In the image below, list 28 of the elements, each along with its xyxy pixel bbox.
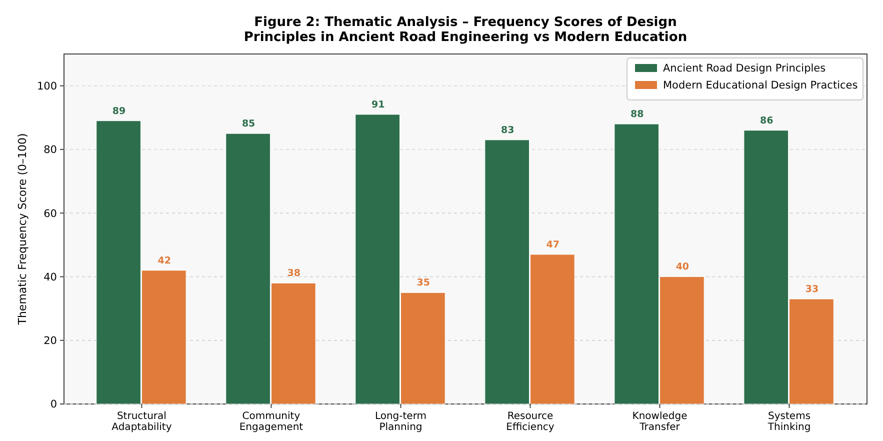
y-tick-label: 40 bbox=[44, 271, 57, 284]
data-label: 42 bbox=[158, 255, 171, 266]
x-tick-label: Structural Adaptability bbox=[112, 411, 172, 433]
x-tick-label: Resource Efficiency bbox=[506, 411, 554, 433]
y-tick-label: 20 bbox=[44, 335, 57, 348]
chart-title: Figure 2: Thematic Analysis – Frequency Scores of Design Principles in Ancient Road Engineering vs Modern Education bbox=[244, 15, 688, 45]
data-label: 40 bbox=[676, 262, 690, 273]
data-label: 88 bbox=[630, 109, 644, 120]
y-tick-label: 100 bbox=[36, 80, 57, 92]
data-label: 47 bbox=[546, 239, 560, 250]
data-label: 33 bbox=[805, 284, 819, 295]
legend-label: Ancient Road Design Principles bbox=[663, 62, 826, 75]
data-label: 86 bbox=[760, 115, 774, 126]
x-tick-label: Systems Thinking bbox=[766, 411, 811, 433]
x-tick-label: Long-term Planning bbox=[374, 411, 427, 433]
data-label: 85 bbox=[242, 118, 256, 130]
y-tick-label: 80 bbox=[44, 144, 57, 156]
legend-label: Modern Educational Design Practices bbox=[663, 80, 858, 92]
data-label: 89 bbox=[112, 106, 126, 117]
y-tick-label: 0 bbox=[50, 398, 57, 411]
data-label: 35 bbox=[416, 278, 430, 289]
y-tick-label: 60 bbox=[44, 208, 57, 220]
x-tick-label: Community Engagement bbox=[239, 411, 304, 433]
data-label: 83 bbox=[500, 124, 514, 136]
y-axis-title: Thematic Frequency Score (0–100) bbox=[16, 133, 29, 326]
data-label: 38 bbox=[287, 268, 301, 280]
x-tick-label: Knowledge Transfer bbox=[632, 411, 688, 433]
data-label: 91 bbox=[371, 99, 385, 110]
